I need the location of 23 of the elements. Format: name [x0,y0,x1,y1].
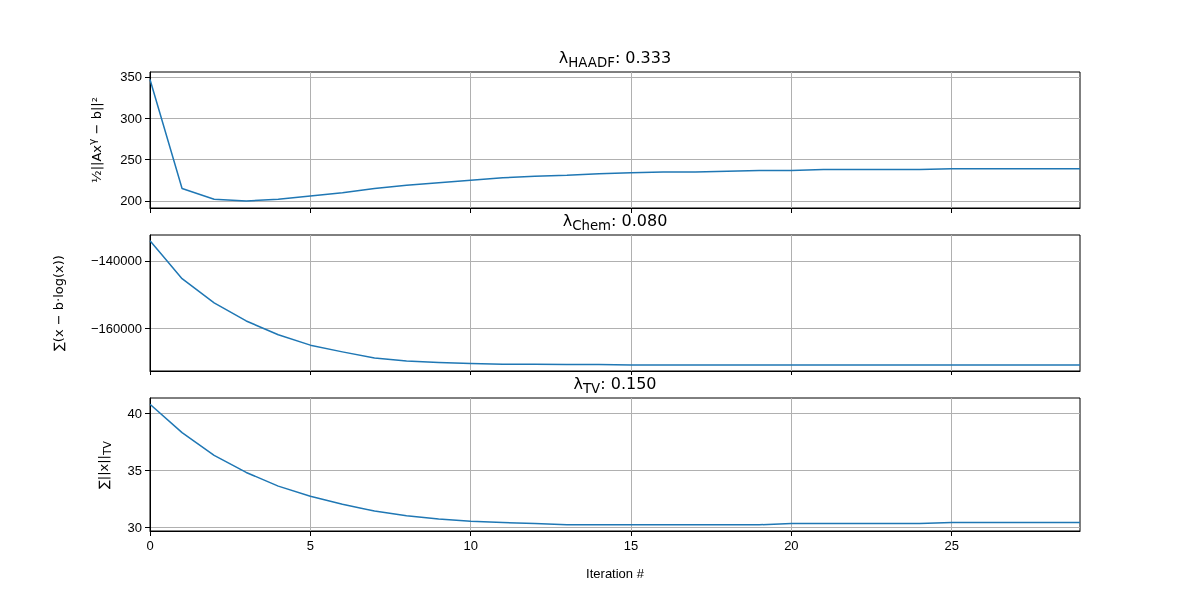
y-tick-label: 200 [120,193,142,209]
y-axis-title: ∑(x − b·log(x)) [50,255,66,351]
x-tick-label: 5 [306,538,314,553]
y-tick-label: −160000 [91,320,142,336]
x-tick-label: 20 [784,538,799,553]
chart-title: λ$_{HAADF}$: 0.333 [557,48,673,71]
x-axis-title: Iteration # [586,566,645,581]
x-tick-label: 25 [944,538,959,553]
y-tick-label: 40 [127,405,142,421]
x-tick-label: 15 [623,538,639,553]
line-series [149,78,1081,202]
line-series [149,403,1081,526]
chart-title: λ$_{TV}$: 0.150 [572,374,658,397]
y-tick-label: −140000 [91,253,142,269]
y-tick-label: 250 [120,152,142,168]
line-series [149,239,1081,366]
y-tick-label: 30 [127,519,142,535]
x-tick-label: 10 [463,538,478,553]
x-tick-label: 0 [146,538,154,553]
y-tick-label: 350 [120,69,142,85]
chart-title: λ$_{Chem}$: 0.080 [561,211,669,234]
y-tick-label: 35 [127,462,142,478]
y-tick-label: 300 [120,110,142,126]
